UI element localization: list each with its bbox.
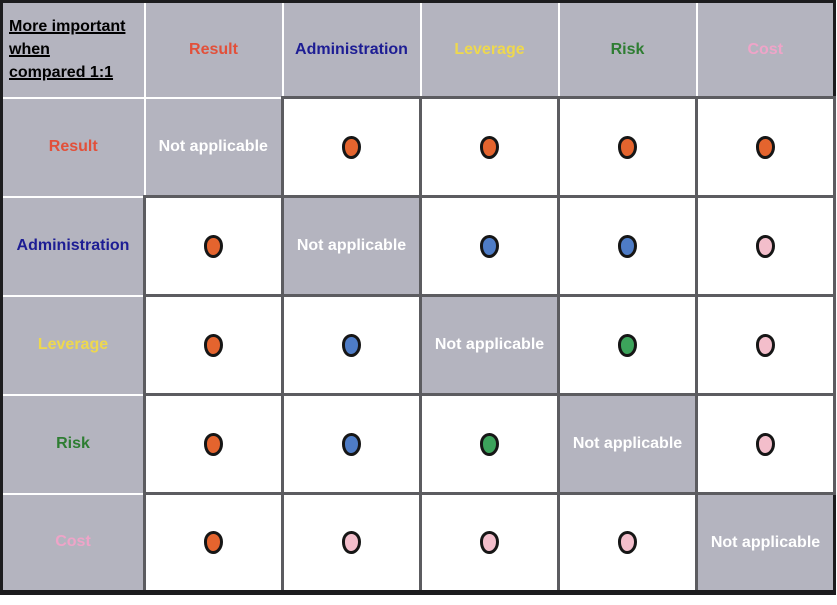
winner-dot-risk [480,432,499,456]
comparison-cell-leverage-vs-result [143,294,284,396]
winner-dot-result [204,234,223,258]
row-header-leverage: Leverage [0,294,146,396]
winner-dot-result [204,432,223,456]
comparison-cell-administration-vs-cost [695,195,836,297]
matrix-title: More important when compared 1:1 [9,17,126,82]
comparison-cell-leverage-vs-risk [557,294,698,396]
winner-dot-result [480,135,499,159]
matrix-header-row: More important when compared 1:1 Result Ad… [0,0,836,99]
not-applicable-cell-risk: Not applicable [557,393,698,495]
matrix-row-leverage: Leverage Not applicable [0,294,836,396]
comparison-cell-administration-vs-risk [557,195,698,297]
not-applicable-cell-leverage: Not applicable [419,294,560,396]
winner-dot-administration [342,333,361,357]
comparison-cell-leverage-vs-administration [281,294,422,396]
matrix-row-risk: Risk Not applicable [0,393,836,495]
row-header-result: Result [0,96,146,198]
winner-dot-cost [618,531,637,554]
comparison-cell-risk-vs-leverage [419,393,560,495]
winner-dot-cost [756,432,775,456]
column-header-administration: Administration [281,0,422,99]
row-header-risk: Risk [0,393,146,495]
winner-dot-risk [618,333,637,357]
not-applicable-cell-administration: Not applicable [281,195,422,297]
not-applicable-cell-cost: Not applicable [695,492,836,594]
winner-dot-result [204,531,223,554]
comparison-cell-cost-vs-result [143,492,284,594]
comparison-cell-risk-vs-cost [695,393,836,495]
matrix-row-administration: Administration Not applicable [0,195,836,297]
column-header-cost: Cost [695,0,836,99]
winner-dot-cost [480,531,499,554]
column-header-leverage: Leverage [419,0,560,99]
comparison-cell-risk-vs-result [143,393,284,495]
comparison-cell-result-vs-cost [695,96,836,198]
winner-dot-administration [480,234,499,258]
winner-dot-result [204,333,223,357]
matrix-title-cell: More important when compared 1:1 [0,0,146,99]
winner-dot-administration [342,432,361,456]
winner-dot-result [756,135,775,159]
matrix-row-cost: Cost Not applicable [0,492,836,594]
comparison-cell-result-vs-risk [557,96,698,198]
comparison-cell-administration-vs-result [143,195,284,297]
winner-dot-cost [756,333,775,357]
comparison-cell-cost-vs-leverage [419,492,560,594]
column-header-risk: Risk [557,0,698,99]
comparison-cell-administration-vs-leverage [419,195,560,297]
not-applicable-cell-result: Not applicable [143,96,284,198]
comparison-cell-result-vs-leverage [419,96,560,198]
row-header-cost: Cost [0,492,146,594]
comparison-cell-result-vs-administration [281,96,422,198]
comparison-cell-risk-vs-administration [281,393,422,495]
winner-dot-result [342,135,361,159]
column-header-result: Result [143,0,284,99]
comparison-cell-cost-vs-administration [281,492,422,594]
winner-dot-cost [756,234,775,258]
winner-dot-cost [342,531,361,554]
matrix-row-result: Result Not applicable [0,96,836,198]
comparison-cell-leverage-vs-cost [695,294,836,396]
row-header-administration: Administration [0,195,146,297]
comparison-cell-cost-vs-risk [557,492,698,594]
winner-dot-administration [618,234,637,258]
winner-dot-result [618,135,637,159]
